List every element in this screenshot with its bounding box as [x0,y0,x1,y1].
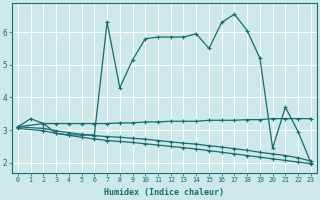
X-axis label: Humidex (Indice chaleur): Humidex (Indice chaleur) [104,188,224,197]
